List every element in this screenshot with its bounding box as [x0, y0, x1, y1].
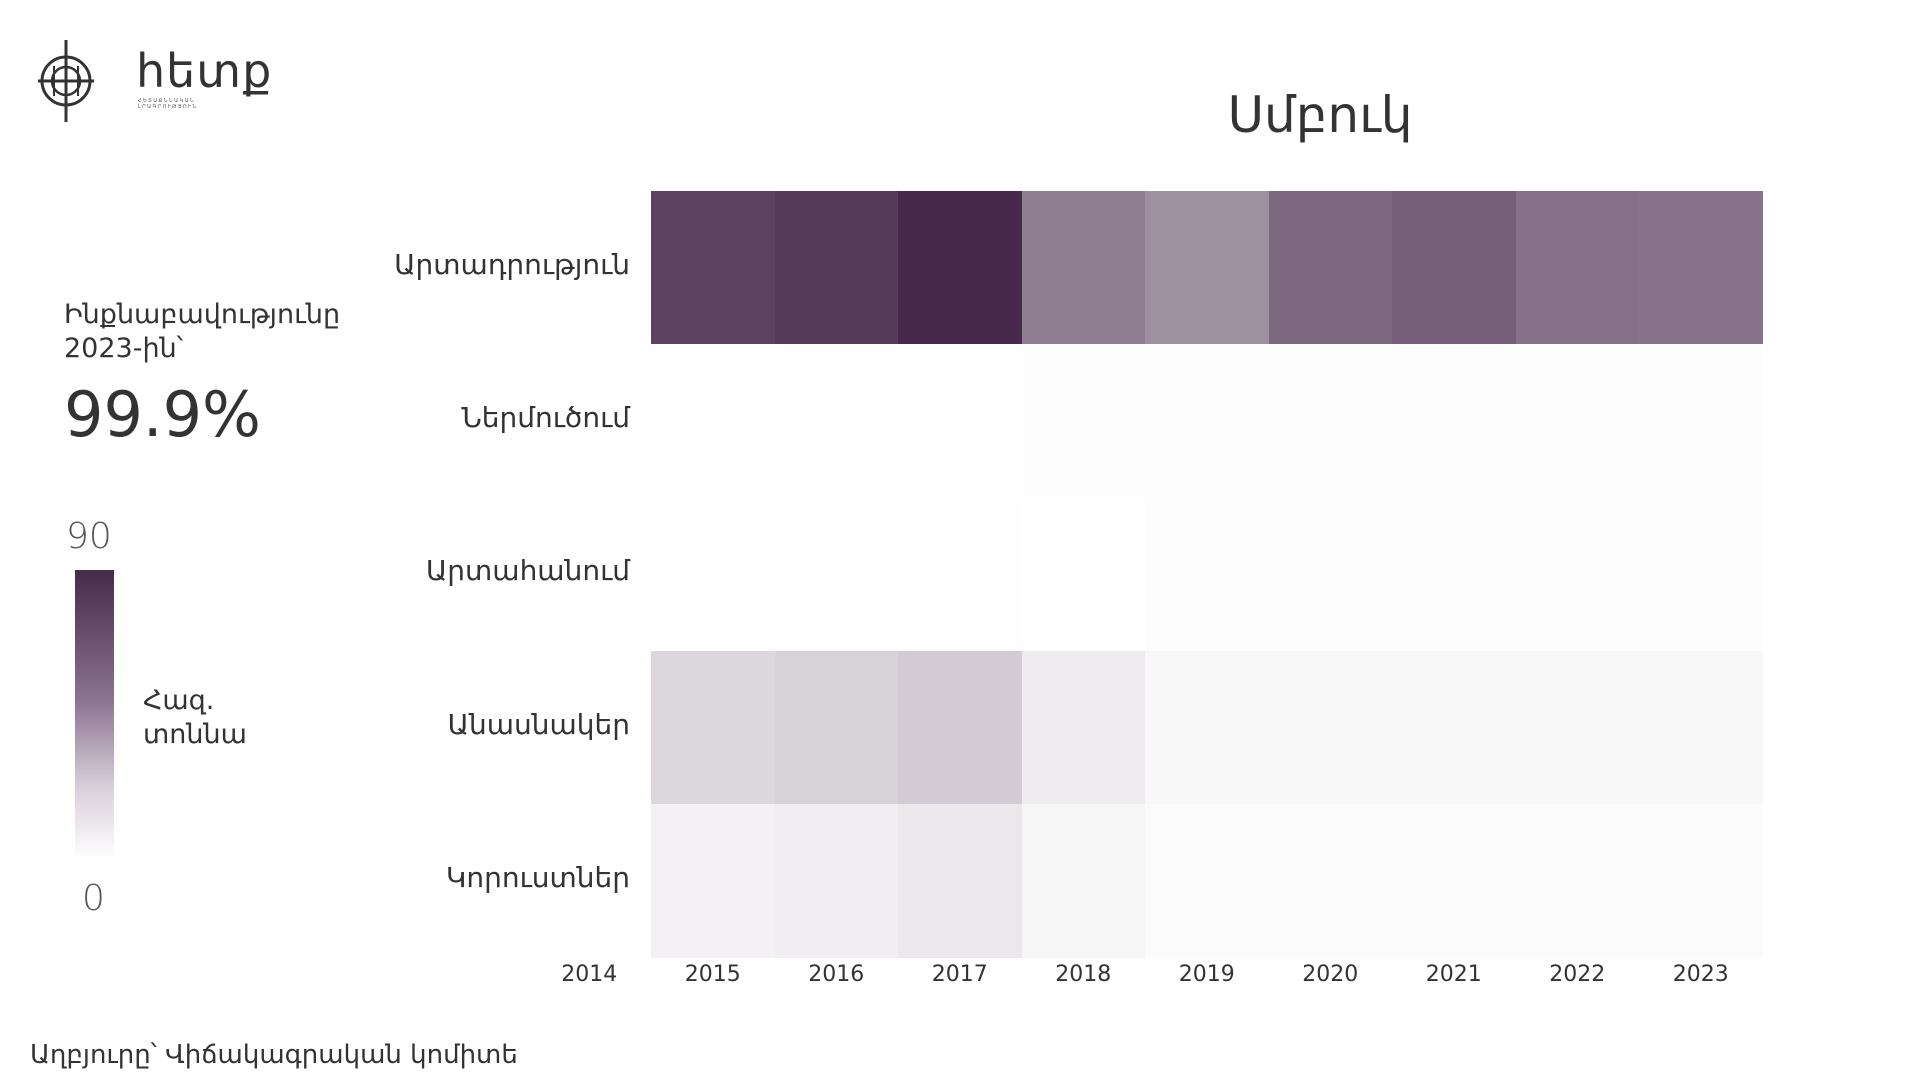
heatmap-cell	[1021, 804, 1146, 958]
heatmap-cell	[1392, 344, 1516, 499]
column-label: 2017	[931, 962, 988, 987]
brand-tagline: ՀԵՏԱՔՆՆԱԿԱՆ ԼՐԱԳՐՈՒԹՅՈՒՆ	[138, 98, 198, 110]
heatmap-cell	[1392, 497, 1516, 652]
column-label: 2019	[1178, 962, 1235, 987]
legend-max-label: 90	[66, 516, 112, 557]
heatmap-cell	[651, 650, 775, 805]
heatmap-cell	[774, 497, 899, 652]
heatmap-cell	[898, 497, 1022, 652]
heatmap-cell	[1145, 497, 1269, 652]
kpi-label: Ինքնաբավությունը 2023-ին՝	[64, 299, 341, 364]
chart-title: Սմբուկ	[1227, 86, 1413, 144]
logo: հետք ՀԵՏԱՔՆՆԱԿԱՆ ԼՐԱԳՐՈՒԹՅՈՒՆ	[36, 36, 271, 126]
heatmap-cell	[1515, 650, 1640, 805]
column-label: 2018	[1055, 962, 1112, 987]
brand-name: հետք	[136, 44, 273, 98]
heatmap-cell	[1021, 344, 1146, 499]
column-label: 2016	[808, 962, 865, 987]
heatmap-cell	[774, 804, 899, 958]
heatmap-cell	[651, 804, 775, 958]
heatmap-cell	[1268, 497, 1393, 652]
heatmap-cell	[1639, 344, 1763, 499]
heatmap-cell	[1515, 804, 1640, 958]
compass-logo-icon	[38, 40, 94, 122]
heatmap-cell	[1145, 191, 1269, 345]
heatmap-cell	[1145, 344, 1269, 499]
legend-unit-label: Հազ. տոննա	[143, 685, 247, 750]
heatmap-cell	[774, 191, 899, 345]
heatmap-cell	[898, 804, 1022, 958]
row-label: Անասնակեր	[447, 707, 630, 741]
row-label: Կորուստներ	[445, 860, 630, 894]
heatmap-cell	[1515, 497, 1640, 652]
heatmap-cell	[1515, 191, 1640, 345]
heatmap-cell	[651, 497, 775, 652]
heatmap-cell	[898, 191, 1022, 345]
kpi-value: 99.9%	[64, 378, 261, 451]
color-scale-bar	[75, 570, 114, 860]
source-note: Աղբյուրը՝ Վիճակագրական կոմիտե	[30, 1040, 518, 1070]
heatmap-cell	[774, 650, 899, 805]
heatmap-cell	[1392, 191, 1516, 345]
heatmap-cell	[1145, 804, 1269, 958]
heatmap-cell	[1268, 804, 1393, 958]
heatmap-cell	[1392, 804, 1516, 958]
heatmap-cell	[651, 344, 775, 499]
row-label: Արտադրություն	[394, 247, 630, 281]
heatmap-cell	[1268, 650, 1393, 805]
heatmap-cell	[1021, 650, 1146, 805]
heatmap-cell	[1021, 191, 1146, 345]
heatmap-cell	[1268, 344, 1393, 499]
heatmap-cell	[1639, 804, 1763, 958]
heatmap-cell	[774, 344, 899, 499]
heatmap-cell	[898, 650, 1022, 805]
column-label: 2014	[561, 962, 618, 987]
row-label: Արտահանում	[425, 554, 630, 588]
heatmap-cell	[1392, 650, 1516, 805]
heatmap-cell	[898, 344, 1022, 499]
heatmap-cell	[1639, 497, 1763, 652]
column-label: 2022	[1549, 962, 1606, 987]
heatmap-cell	[651, 191, 775, 345]
column-label: 2023	[1672, 962, 1729, 987]
row-label: Ներմուծում	[461, 400, 630, 434]
heatmap-cell	[1268, 191, 1393, 345]
legend-min-label: 0	[82, 878, 105, 919]
heatmap-cell	[1639, 650, 1763, 805]
heatmap-cell	[1145, 650, 1269, 805]
heatmap-cell	[1639, 191, 1763, 345]
column-label: 2020	[1302, 962, 1359, 987]
heatmap-cell	[1515, 344, 1640, 499]
heatmap-cell	[1021, 497, 1146, 652]
column-label: 2021	[1425, 962, 1482, 987]
column-label: 2015	[684, 962, 741, 987]
